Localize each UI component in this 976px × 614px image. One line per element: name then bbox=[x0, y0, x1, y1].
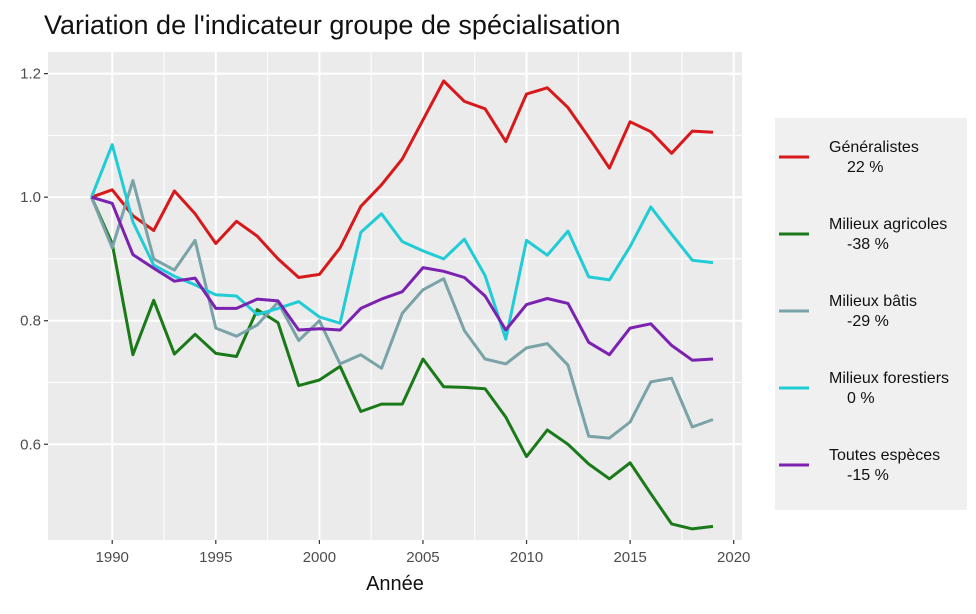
series-line-0 bbox=[90, 79, 714, 279]
y-axis: 0.6 0.8 1.0 1.2 bbox=[20, 66, 48, 453]
legend-label-2: Milieux bâtis bbox=[829, 293, 917, 310]
legend-label-4: Toutes espèces bbox=[829, 447, 940, 464]
grid-minor bbox=[48, 52, 742, 540]
x-tick-label: 2015 bbox=[613, 549, 646, 566]
legend-label-1: Milieux agricoles bbox=[829, 216, 947, 233]
legend-change-2: -29 % bbox=[847, 313, 889, 330]
legend-label-3: Milieux forestiers bbox=[829, 370, 949, 387]
legend-change-4: -15 % bbox=[847, 467, 889, 484]
series-lines bbox=[90, 79, 714, 531]
legend-change-3: 0 % bbox=[847, 390, 875, 407]
series-line-1 bbox=[90, 196, 714, 531]
x-tick-label: 2010 bbox=[510, 549, 543, 566]
x-tick-label: 2000 bbox=[303, 549, 336, 566]
series-line-3 bbox=[90, 143, 714, 341]
legend-background bbox=[775, 118, 967, 510]
series-line-4 bbox=[91, 195, 714, 362]
chart-title: Variation de l'indicateur groupe de spéc… bbox=[44, 10, 621, 40]
y-tick-label: 1.2 bbox=[20, 66, 41, 83]
x-tick-label: 1995 bbox=[199, 549, 232, 566]
x-axis: 1990 1995 2000 2005 2010 2015 2020 bbox=[96, 540, 750, 566]
x-tick-label: 1990 bbox=[96, 549, 129, 566]
legend-change-1: -38 % bbox=[847, 236, 889, 253]
x-tick-label: 2020 bbox=[717, 549, 750, 566]
x-axis-title: Année bbox=[366, 573, 424, 595]
legend: Généralistes 22 % Milieux agricoles -38 % Mi… bbox=[775, 118, 967, 510]
y-tick-label: 0.8 bbox=[20, 313, 41, 330]
y-tick-label: 0.6 bbox=[20, 436, 41, 453]
legend-change-0: 22 % bbox=[847, 159, 883, 176]
y-tick-label: 1.0 bbox=[20, 189, 41, 206]
legend-label-0: Généralistes bbox=[829, 139, 919, 156]
series-line-2 bbox=[90, 179, 714, 440]
x-tick-label: 2005 bbox=[406, 549, 439, 566]
